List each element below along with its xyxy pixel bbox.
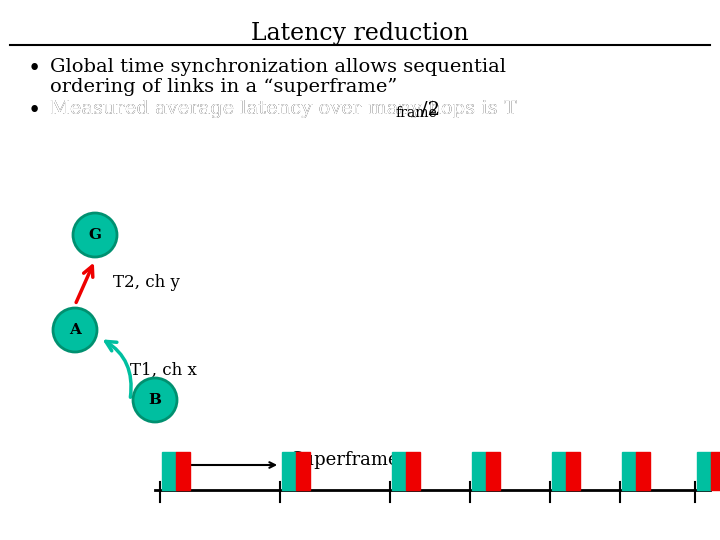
Text: ordering of links in a “superframe”: ordering of links in a “superframe” (50, 78, 397, 96)
Text: •: • (28, 100, 41, 122)
Bar (566, 452, 580, 490)
Bar (636, 452, 650, 490)
Text: T1, ch x: T1, ch x (130, 361, 197, 379)
Circle shape (73, 213, 117, 257)
FancyArrowPatch shape (106, 341, 131, 397)
Text: Measured average latency over many hops is T: Measured average latency over many hops … (50, 100, 517, 118)
Bar (711, 452, 720, 490)
Bar (282, 452, 296, 490)
Bar (472, 452, 486, 490)
Bar (392, 452, 406, 490)
Text: /2: /2 (421, 100, 441, 118)
Circle shape (53, 308, 97, 352)
Text: Global time synchronization allows sequential: Global time synchronization allows seque… (50, 58, 506, 76)
Bar (552, 452, 566, 490)
Text: T2, ch y: T2, ch y (113, 274, 180, 291)
Bar (622, 452, 636, 490)
Bar (486, 452, 500, 490)
Bar (296, 452, 310, 490)
Text: G: G (89, 228, 102, 242)
Bar (697, 452, 711, 490)
Text: •: • (28, 58, 41, 80)
Bar (406, 452, 420, 490)
Text: frame: frame (395, 106, 437, 120)
Bar (162, 452, 176, 490)
Text: A: A (69, 323, 81, 337)
Text: B: B (148, 393, 161, 407)
Text: Measured average latency over many hops is T: Measured average latency over many hops … (50, 100, 517, 118)
Text: Latency reduction: Latency reduction (251, 22, 469, 45)
Text: Superframe: Superframe (290, 451, 399, 469)
Circle shape (133, 378, 177, 422)
Bar (176, 452, 190, 490)
